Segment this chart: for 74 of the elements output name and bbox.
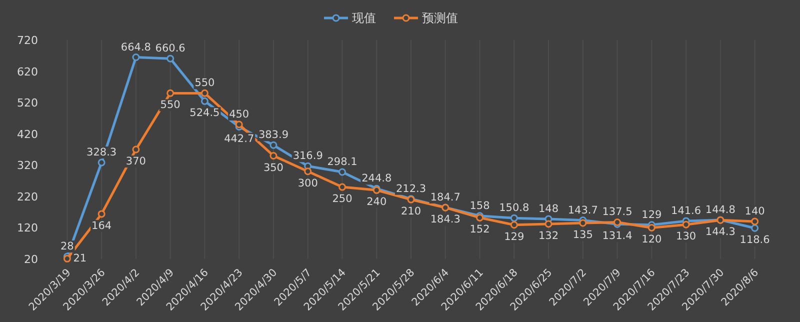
data-label: 137.5 [602, 206, 632, 218]
data-label: 370 [126, 156, 146, 168]
data-label: 141.6 [671, 204, 702, 217]
point [200, 97, 208, 105]
data-label: 524.5 [190, 107, 220, 120]
legend-label: 预测值 [422, 11, 458, 25]
point [132, 54, 140, 62]
data-label: 130 [676, 230, 696, 243]
data-label: 660.6 [155, 42, 186, 55]
data-label: 143.7 [568, 204, 598, 216]
y-tick-label: 620 [17, 65, 38, 78]
point [751, 218, 759, 226]
data-label: 129 [504, 230, 524, 243]
point [235, 120, 243, 128]
data-label: 664.8 [120, 41, 151, 54]
data-label: 158 [470, 200, 490, 212]
point [751, 224, 759, 232]
data-label: 212.3 [396, 182, 426, 195]
data-label: 350 [263, 162, 284, 174]
point [304, 168, 312, 176]
data-label: 152 [470, 224, 490, 236]
data-label: 148 [538, 202, 559, 215]
data-label: 300 [298, 177, 318, 190]
point [338, 168, 346, 176]
data-label: 21 [73, 252, 87, 265]
data-label: 240 [366, 196, 387, 208]
data-label: 250 [332, 193, 352, 206]
data-label: 118.6 [740, 234, 770, 246]
point [510, 221, 518, 229]
point [682, 220, 690, 228]
y-tick-label: 720 [17, 34, 38, 47]
data-label: 131.4 [602, 230, 633, 242]
point [270, 141, 278, 149]
point [648, 224, 656, 232]
data-label: 144.8 [705, 204, 736, 216]
data-label: 550 [160, 99, 180, 112]
y-tick-label: 320 [17, 159, 38, 172]
data-label: 184.7 [430, 191, 460, 204]
data-label: 140 [744, 205, 765, 218]
data-label: 383.9 [258, 129, 289, 142]
data-label: 144.3 [705, 226, 736, 238]
point [579, 219, 587, 227]
data-label: 210 [400, 206, 422, 218]
data-label: 28 [60, 240, 74, 252]
data-label: 184.3 [430, 214, 460, 226]
data-label: 450 [229, 108, 250, 120]
point [98, 210, 106, 218]
point [270, 152, 278, 160]
y-tick-label: 520 [17, 96, 38, 110]
point [200, 89, 208, 97]
data-label: 120 [642, 234, 662, 246]
data-label: 442.7 [224, 132, 254, 145]
data-label: 150.8 [499, 202, 530, 214]
point [98, 158, 106, 166]
point [166, 89, 174, 97]
point [338, 183, 346, 191]
data-label: 298.1 [327, 156, 358, 168]
data-label: 328.3 [86, 146, 117, 159]
point [544, 220, 552, 228]
data-label: 316.9 [292, 150, 323, 162]
data-label: 244.8 [362, 172, 392, 185]
point [166, 54, 174, 62]
y-tick-label: 220 [17, 190, 38, 204]
y-tick-label: 20 [24, 253, 38, 266]
point [132, 146, 140, 154]
y-tick-label: 120 [17, 222, 38, 235]
data-label: 129 [642, 208, 662, 221]
legend-label: 现值 [352, 11, 376, 25]
point [510, 214, 518, 222]
data-label: 550 [194, 77, 215, 90]
data-label: 135 [572, 229, 593, 242]
data-label: 132 [538, 230, 559, 242]
y-tick-label: 420 [17, 128, 38, 141]
data-label: 164 [92, 220, 112, 232]
